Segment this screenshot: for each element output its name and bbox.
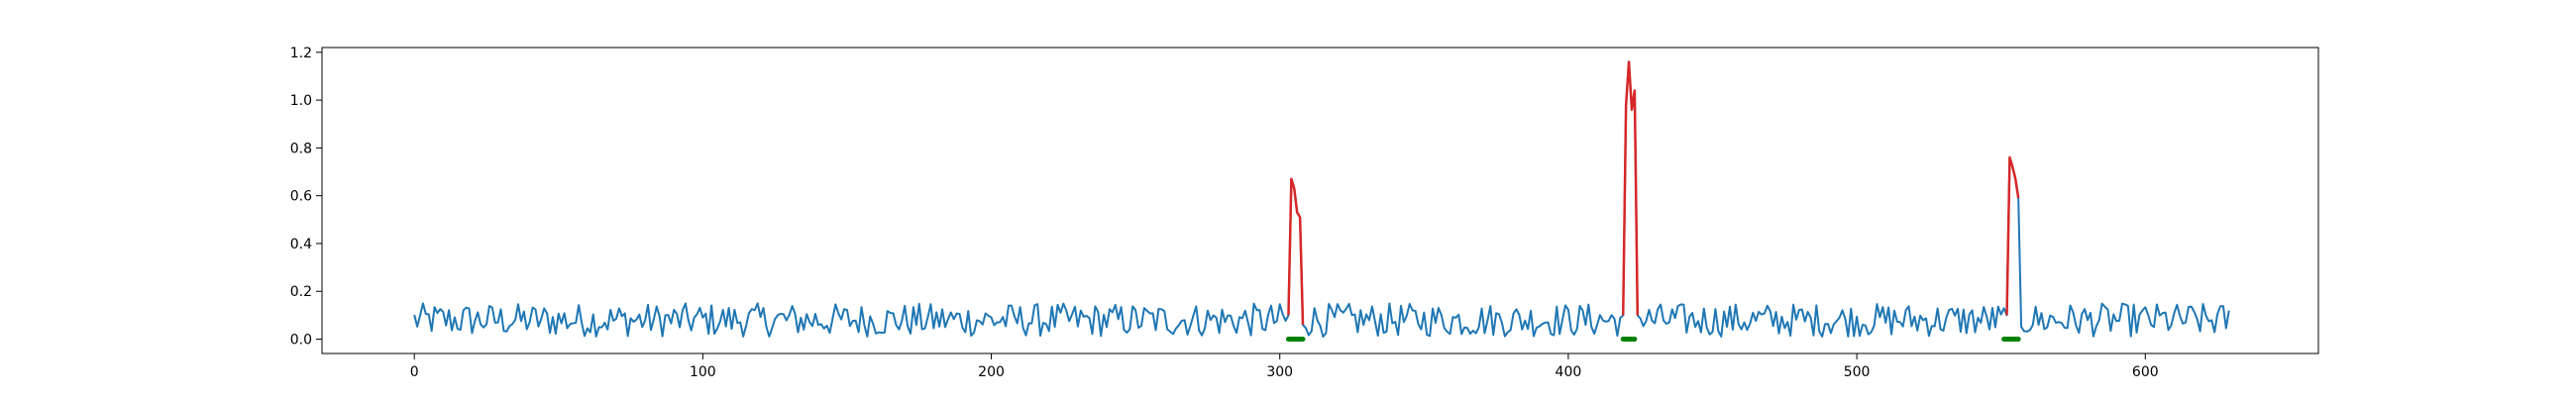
anomaly-line-1 [1287, 177, 1305, 326]
x-tick-label: 200 [978, 364, 1005, 380]
y-tick-label: 0.6 [290, 189, 312, 205]
x-tick-label: 400 [1556, 364, 1582, 380]
x-tick-label: 500 [1844, 364, 1871, 380]
x-tick-label: 0 [410, 364, 419, 380]
x-axis: 0 100 200 300 400 500 600 [410, 353, 2159, 380]
x-tick-label: 100 [690, 364, 716, 380]
y-tick-label: 0.4 [290, 237, 312, 252]
y-tick-label: 1.2 [290, 46, 312, 61]
x-tick-label: 600 [2132, 364, 2159, 380]
y-tick-label: 0.0 [290, 333, 312, 349]
plot-area [413, 60, 2230, 343]
axes-frame [321, 47, 2319, 354]
anomaly-line-2 [1621, 60, 1640, 316]
y-tick-label: 1.0 [290, 93, 312, 109]
y-tick-label: 0.8 [290, 141, 312, 156]
x-tick-label: 300 [1266, 364, 1293, 380]
y-axis: 0.0 0.2 0.4 0.6 0.8 1.0 1.2 [290, 46, 322, 349]
anomaly-line-3 [2005, 155, 2020, 316]
y-tick-label: 0.2 [290, 284, 312, 300]
series-line-signal [413, 60, 2230, 338]
